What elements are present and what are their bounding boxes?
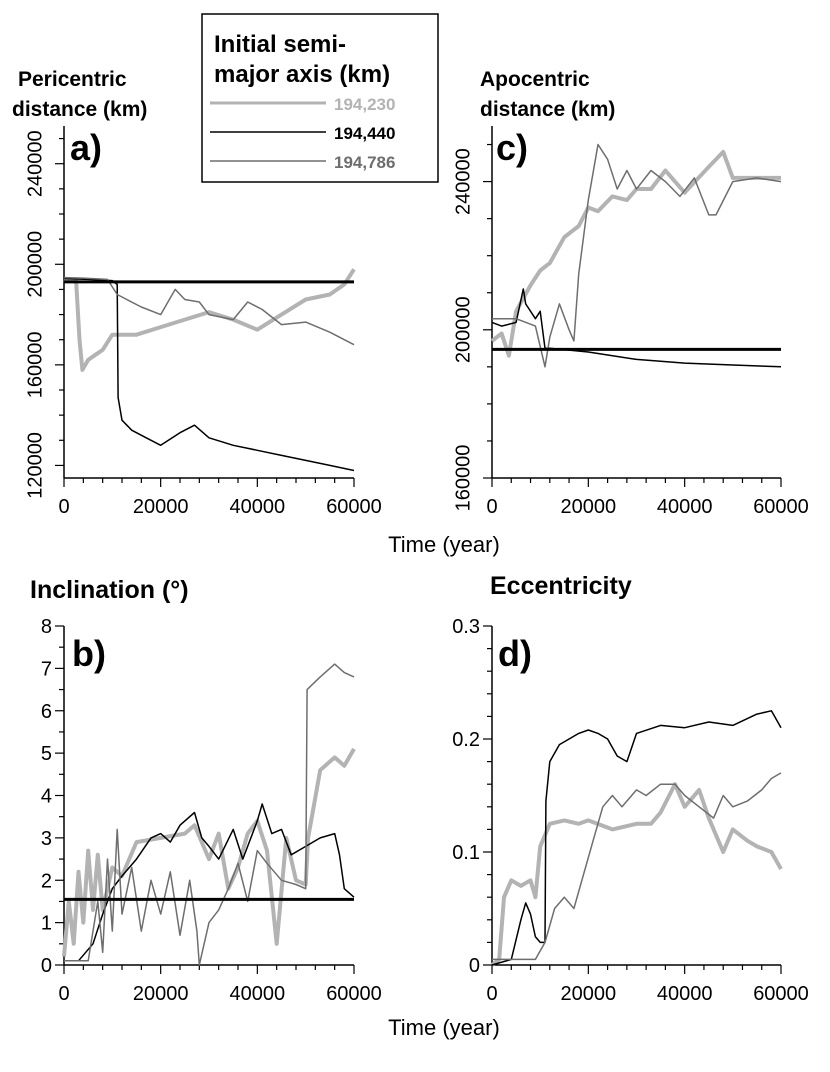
panel-b-x-tick-label: 0 [58,983,69,1005]
panel-d-label: d) [498,633,532,674]
panel-a-x-tick-label: 40000 [230,496,286,518]
panel-c-plot: 0 20000 40000 60000 160000 200000 240000 [452,126,809,518]
panel-a-y-tick-label: 160000 [24,331,46,398]
legend-label-194786: 194,786 [334,153,395,172]
panel-c-x-tick-label: 0 [486,496,497,518]
panel-b-y-tick-label: 0 [41,955,52,977]
panel-c-series-194440 [491,288,782,368]
panel-d-y-tick-label: 0.2 [452,729,480,751]
panel-a-y-tick-label: 240000 [24,130,46,197]
panel-c-x-tick-label: 40000 [657,496,713,518]
legend-title-line2: major axis (km) [214,61,390,88]
panel-c-series-194230 [490,149,781,358]
panel-a-series-194786 [63,276,355,346]
panel-a-title-line1: Pericentric [18,68,127,91]
panel-c-y-tick-label: 240000 [452,148,474,215]
panel-a-label: a) [70,127,102,168]
panel-d-x-tick-label: 40000 [657,983,713,1005]
panel-b-x-tick-label: 40000 [230,983,286,1005]
x-axis-title-bottom: Time (year) [388,1015,500,1040]
panel-a-plot: 0 20000 40000 60000 120000 160000 200000 240000 [24,126,382,518]
panel-d-x-tick-label: 0 [486,983,497,1005]
legend-box [201,13,439,183]
panel-a-y-tick-label: 200000 [24,231,46,298]
panel-b-label: b) [72,633,106,674]
panel-b-y-tick-label: 5 [41,743,52,765]
panel-d-series-194440 [491,710,782,966]
legend: Initial semi- major axis (km) 194,230 19… [201,13,439,183]
panel-b-y-tick-label: 6 [41,701,52,723]
panel-d-series-194786 [492,772,782,961]
panel-a-x-tick-label: 20000 [133,496,189,518]
legend-title-line1: Initial semi- [214,31,346,58]
panel-a-series-194230 [63,268,356,372]
panel-b-series-194786 [64,663,355,966]
panel-b-y-tick-label: 8 [41,616,52,638]
panel-d-x-tick-label: 20000 [561,983,617,1005]
panel-c-y-tick-label: 200000 [452,296,474,363]
panel-c-x-tick-label: 20000 [561,496,617,518]
panel-d-y-tick-label: 0.1 [452,842,480,864]
panel-b-y-tick-label: 1 [41,913,52,935]
panel-b-y-tick-label: 3 [41,828,52,850]
panel-c-title-line1: Apocentric [480,68,590,91]
panel-d-title: Eccentricity [490,572,632,600]
panel-c-y-tick-label: 160000 [452,445,474,512]
panel-d-y-tick-label: 0 [469,955,480,977]
panel-b-x-tick-label: 60000 [326,983,382,1005]
panel-a-title-line2: distance (km) [12,98,147,121]
x-axis-title-top: Time (year) [388,532,500,557]
panel-c-series-194786 [492,143,782,368]
panel-b-y-tick-label: 2 [41,870,52,892]
panel-d-x-tick-label: 60000 [753,983,809,1005]
panel-b-title: Inclination (°) [30,576,189,604]
panel-b-y-tick-label: 7 [41,658,52,680]
panel-a-y-tick-label: 120000 [24,432,46,499]
panel-c-x-tick-label: 60000 [753,496,809,518]
panel-d-series-194230 [490,782,783,967]
panel-c-title-line2: distance (km) [480,98,615,121]
panel-b-x-tick-label: 20000 [133,983,189,1005]
panel-a-x-tick-label: 60000 [326,496,382,518]
panel-b-y-tick-label: 4 [41,786,52,808]
legend-label-194440: 194,440 [334,124,395,143]
panel-a-series-194440 [63,277,355,472]
panel-b-series-194440 [64,803,355,962]
panel-d-plot: 0 20000 40000 60000 0 0.1 0.2 0.3 [452,616,809,1005]
panel-b-plot: 0 20000 40000 60000 0 1 2 3 4 5 6 7 8 [41,616,382,1005]
panel-a-x-tick-label: 0 [58,496,69,518]
panel-c-label: c) [496,127,528,168]
legend-label-194230: 194,230 [334,95,395,114]
panel-d-y-tick-label: 0.3 [452,616,480,638]
